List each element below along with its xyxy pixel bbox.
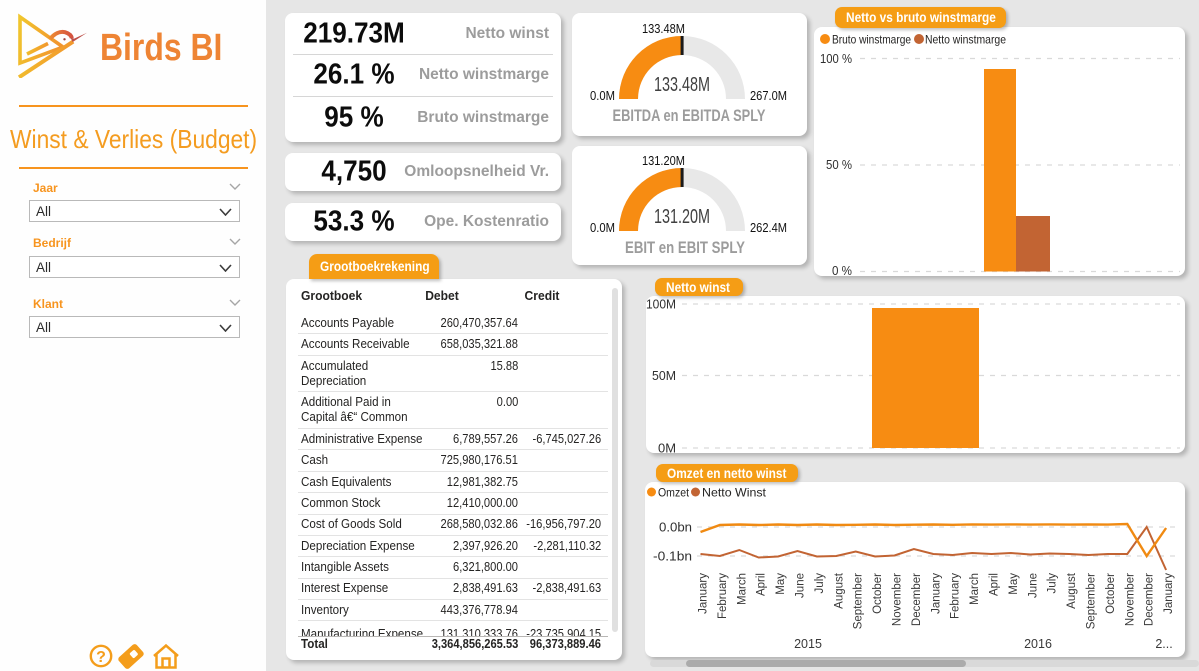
svg-text:?: ? xyxy=(96,649,106,666)
svg-text:133.48M: 133.48M xyxy=(642,22,685,36)
svg-text:-0.1bn: -0.1bn xyxy=(653,550,692,564)
svg-text:May: May xyxy=(1008,573,1020,595)
svg-text:July: July xyxy=(814,573,826,594)
svg-text:January: January xyxy=(1163,573,1175,614)
svg-text:Netto Winst: Netto Winst xyxy=(702,486,767,500)
svg-text:June: June xyxy=(1027,573,1039,598)
svg-text:2015: 2015 xyxy=(794,637,822,651)
svg-text:100M: 100M xyxy=(646,298,676,312)
svg-text:November: November xyxy=(1124,573,1136,626)
svg-text:May: May xyxy=(775,573,787,595)
svg-text:50 %: 50 % xyxy=(826,158,852,172)
svg-text:2...: 2... xyxy=(1155,637,1172,651)
svg-text:0M: 0M xyxy=(658,442,676,454)
svg-text:February: February xyxy=(717,573,729,619)
svg-text:July: July xyxy=(1047,573,1059,594)
svg-text:April: April xyxy=(989,573,1001,596)
svg-text:March: March xyxy=(969,573,981,605)
svg-text:December: December xyxy=(1144,573,1156,626)
svg-text:Netto winstmarge: Netto winstmarge xyxy=(925,33,1006,47)
svg-text:100 %: 100 % xyxy=(820,52,852,66)
svg-text:0.0M: 0.0M xyxy=(590,221,615,235)
svg-text:131.20M: 131.20M xyxy=(654,206,710,228)
svg-text:267.0M: 267.0M xyxy=(750,89,787,103)
svg-text:August: August xyxy=(1066,572,1078,609)
svg-text:April: April xyxy=(756,573,768,596)
svg-text:September: September xyxy=(1086,573,1098,629)
svg-text:EBIT en EBIT SPLY: EBIT en EBIT SPLY xyxy=(625,238,746,257)
svg-text:February: February xyxy=(950,573,962,619)
svg-text:0 %: 0 % xyxy=(832,264,852,276)
svg-text:August: August xyxy=(833,572,845,609)
svg-text:June: June xyxy=(795,573,807,598)
svg-text:March: March xyxy=(736,573,748,605)
svg-text:0.0bn: 0.0bn xyxy=(659,521,692,535)
svg-text:131.20M: 131.20M xyxy=(642,154,685,168)
svg-text:November: November xyxy=(892,573,904,626)
svg-text:January: January xyxy=(698,573,710,614)
svg-text:January: January xyxy=(930,573,942,614)
svg-text:October: October xyxy=(1105,573,1117,614)
svg-text:Bruto winstmarge: Bruto winstmarge xyxy=(832,33,911,47)
svg-text:262.4M: 262.4M xyxy=(750,221,787,235)
svg-text:October: October xyxy=(872,573,884,614)
svg-text:133.48M: 133.48M xyxy=(654,74,710,96)
svg-text:Omzet: Omzet xyxy=(658,486,690,500)
svg-text:December: December xyxy=(911,573,923,626)
svg-text:EBITDA en EBITDA SPLY: EBITDA en EBITDA SPLY xyxy=(613,106,767,125)
svg-text:September: September xyxy=(853,573,865,629)
svg-text:0.0M: 0.0M xyxy=(590,89,615,103)
svg-text:50M: 50M xyxy=(652,369,676,383)
svg-text:2016: 2016 xyxy=(1024,637,1052,651)
